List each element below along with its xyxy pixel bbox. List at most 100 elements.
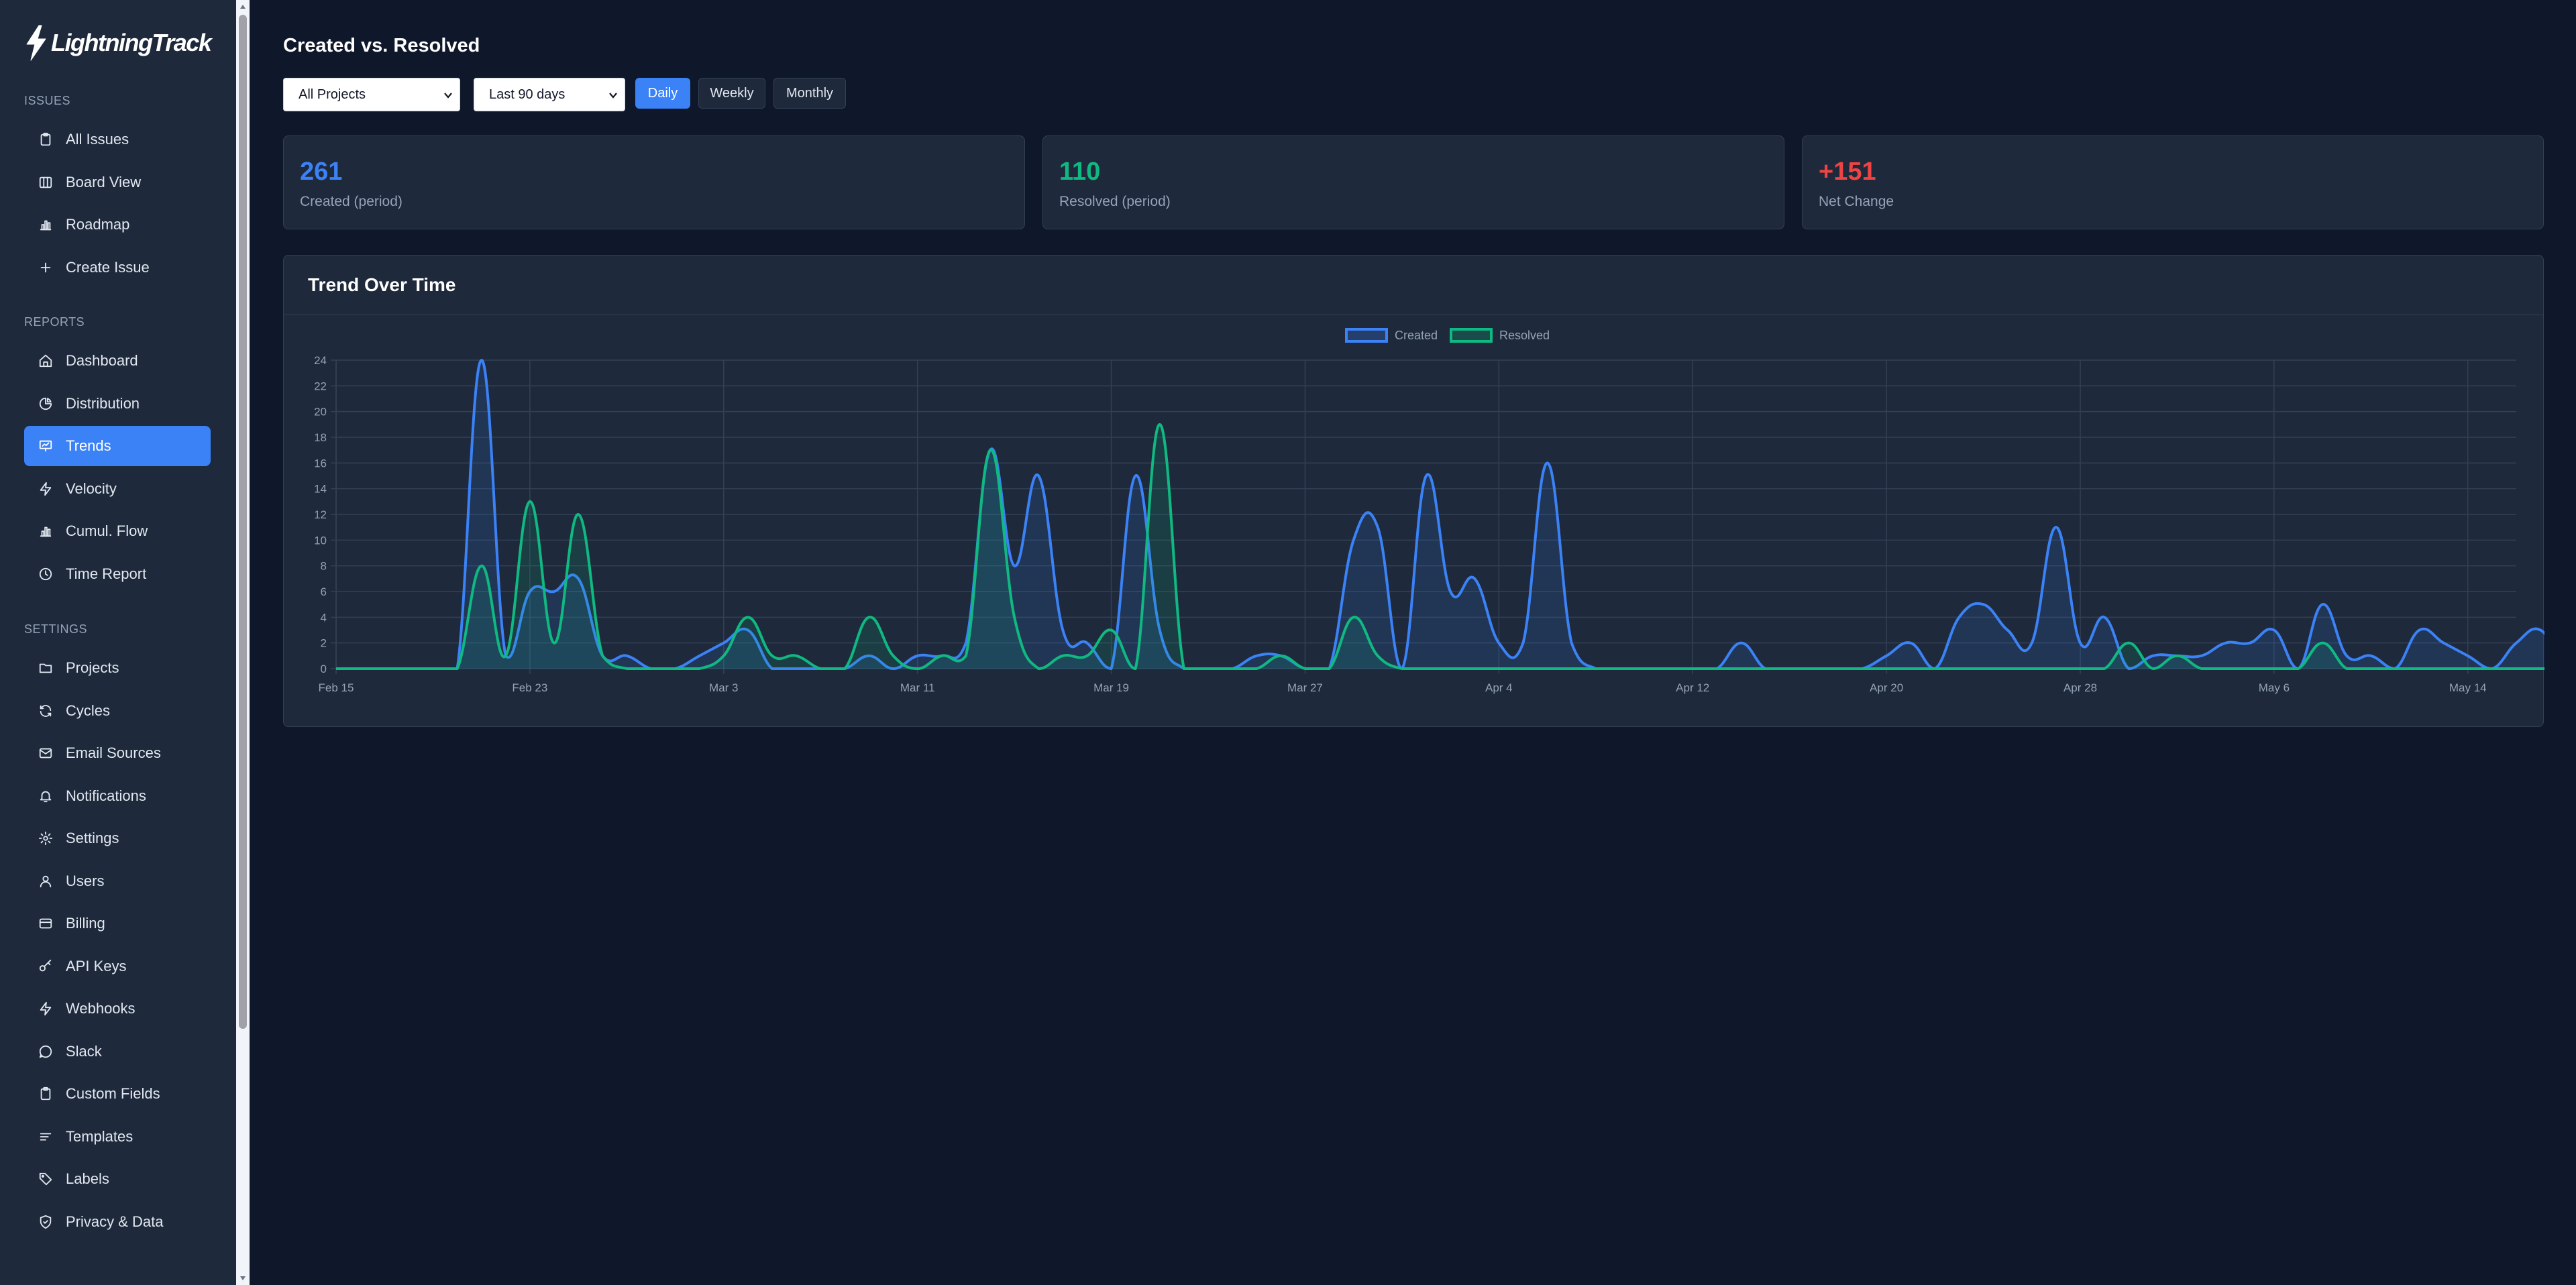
sidebar-item-label: All Issues: [66, 131, 129, 148]
credit-card-icon: [38, 915, 54, 932]
sidebar-item-label: Roadmap: [66, 216, 130, 233]
resolved-legend-label: Resolved: [1499, 329, 1550, 342]
section-label-settings: SETTINGS: [24, 622, 88, 636]
refresh-icon: [38, 703, 54, 719]
scroll-up-icon[interactable]: [236, 0, 250, 13]
sidebar-item-time-report[interactable]: Time Report: [24, 554, 211, 594]
sidebar-item-custom-fields[interactable]: Custom Fields: [24, 1074, 211, 1114]
sidebar-item-privacy-data[interactable]: Privacy & Data: [24, 1202, 211, 1242]
sidebar-item-labels[interactable]: Labels: [24, 1159, 211, 1199]
chevron-down-icon: [444, 93, 452, 99]
sidebar-item-projects[interactable]: Projects: [24, 648, 211, 688]
created-label: Created (period): [300, 194, 402, 209]
x-tick-label: Apr 28: [2063, 681, 2097, 694]
trend-chart-card: Trend Over Time 0 2 4 6 8 10 12 14 16 18 20 22 24 Feb…: [283, 255, 2544, 727]
app-name: LightningTrack: [51, 29, 212, 56]
clock-icon: [38, 566, 54, 582]
sidebar-item-billing[interactable]: Billing: [24, 903, 211, 944]
project-select[interactable]: All Projects: [283, 78, 460, 111]
bar-chart-icon: [38, 523, 54, 539]
sidebar-item-velocity[interactable]: Velocity: [24, 469, 211, 509]
app-logo[interactable]: LightningTrack: [23, 24, 212, 62]
sidebar-scrollbar[interactable]: [236, 0, 250, 1285]
sidebar-item-all-issues[interactable]: All Issues: [24, 119, 211, 160]
sidebar-item-label: API Keys: [66, 957, 127, 974]
y-tick-label: 16: [314, 457, 327, 469]
sidebar-item-users[interactable]: Users: [24, 861, 211, 901]
scroll-down-icon[interactable]: [236, 1272, 250, 1285]
sidebar-item-settings[interactable]: Settings: [24, 818, 211, 858]
sidebar-item-label: Users: [66, 872, 105, 889]
x-tick-label: May 6: [2259, 681, 2290, 694]
sidebar-item-label: Create Issue: [66, 258, 150, 276]
y-tick-label: 4: [321, 611, 327, 624]
x-tick-label: Mar 27: [1287, 681, 1323, 694]
y-tick-label: 10: [314, 534, 327, 547]
sidebar-item-webhooks[interactable]: Webhooks: [24, 989, 211, 1029]
bar-chart-icon: [38, 217, 54, 233]
sidebar-item-board-view[interactable]: Board View: [24, 162, 211, 203]
x-tick-label: Mar 3: [709, 681, 738, 694]
x-tick-label: Feb 15: [319, 681, 354, 694]
sidebar-item-dashboard[interactable]: Dashboard: [24, 341, 211, 381]
net-change-label: Net Change: [1819, 194, 1894, 209]
page-title: Created vs. Resolved: [283, 35, 480, 56]
clipboard-icon: [38, 1086, 54, 1102]
presentation-chart-icon: [38, 438, 54, 454]
sidebar-item-label: Privacy & Data: [66, 1213, 164, 1230]
sidebar-item-label: Projects: [66, 659, 119, 676]
sidebar-item-label: Trends: [66, 437, 111, 454]
main-content: Created vs. Resolved All Projects Last 9…: [250, 0, 2576, 1285]
y-tick-label: 6: [321, 585, 327, 598]
daily-button[interactable]: Daily: [635, 78, 690, 109]
created-count: 261: [300, 158, 343, 186]
y-tick-label: 20: [314, 406, 327, 418]
weekly-button[interactable]: Weekly: [698, 78, 765, 109]
y-tick-label: 2: [321, 637, 327, 650]
y-tick-label: 14: [314, 483, 327, 496]
sidebar-item-templates[interactable]: Templates: [24, 1117, 211, 1157]
created-legend-swatch: [1345, 328, 1388, 343]
sidebar-item-label: Billing: [66, 915, 105, 932]
shield-icon: [38, 1214, 54, 1230]
align-left-icon: [38, 1129, 54, 1145]
folder-icon: [38, 660, 54, 676]
chart-title: Trend Over Time: [308, 274, 456, 295]
x-tick-label: Apr 4: [1485, 681, 1513, 694]
y-tick-label: 24: [314, 354, 327, 367]
sidebar-item-label: Slack: [66, 1042, 102, 1060]
users-icon: [38, 873, 54, 889]
sidebar-item-slack[interactable]: Slack: [24, 1031, 211, 1072]
y-tick-label: 22: [314, 380, 327, 392]
x-tick-label: Mar 19: [1093, 681, 1129, 694]
clipboard-icon: [38, 131, 54, 148]
tag-icon: [38, 1171, 54, 1187]
monthly-button[interactable]: Monthly: [773, 78, 846, 109]
message-circle-icon: [38, 1044, 54, 1060]
scroll-thumb[interactable]: [239, 15, 247, 1029]
pie-chart-icon: [38, 396, 54, 412]
sidebar-item-api-keys[interactable]: API Keys: [24, 946, 211, 987]
plus-icon: [38, 260, 54, 276]
range-select[interactable]: Last 90 days: [474, 78, 625, 111]
sidebar-item-cumul-flow[interactable]: Cumul. Flow: [24, 511, 211, 551]
section-label-reports: REPORTS: [24, 315, 85, 329]
sidebar-item-distribution[interactable]: Distribution: [24, 384, 211, 424]
sidebar-item-roadmap[interactable]: Roadmap: [24, 205, 211, 245]
mail-icon: [38, 745, 54, 761]
sidebar-item-cycles[interactable]: Cycles: [24, 691, 211, 731]
x-tick-label: May 14: [2449, 681, 2487, 694]
project-select-value: All Projects: [299, 87, 366, 102]
sidebar-item-notifications[interactable]: Notifications: [24, 776, 211, 816]
resolved-label: Resolved (period): [1059, 194, 1171, 209]
sidebar-item-label: Templates: [66, 1127, 133, 1145]
x-tick-label: Apr 12: [1676, 681, 1709, 694]
y-tick-label: 18: [314, 431, 327, 444]
chevron-down-icon: [609, 93, 617, 99]
sidebar-item-create-issue[interactable]: Create Issue: [24, 247, 211, 288]
sidebar-item-trends[interactable]: Trends: [24, 426, 211, 466]
sidebar-item-email-sources[interactable]: Email Sources: [24, 733, 211, 773]
zap-icon: [38, 481, 54, 497]
sidebar-item-label: Email Sources: [66, 744, 161, 761]
